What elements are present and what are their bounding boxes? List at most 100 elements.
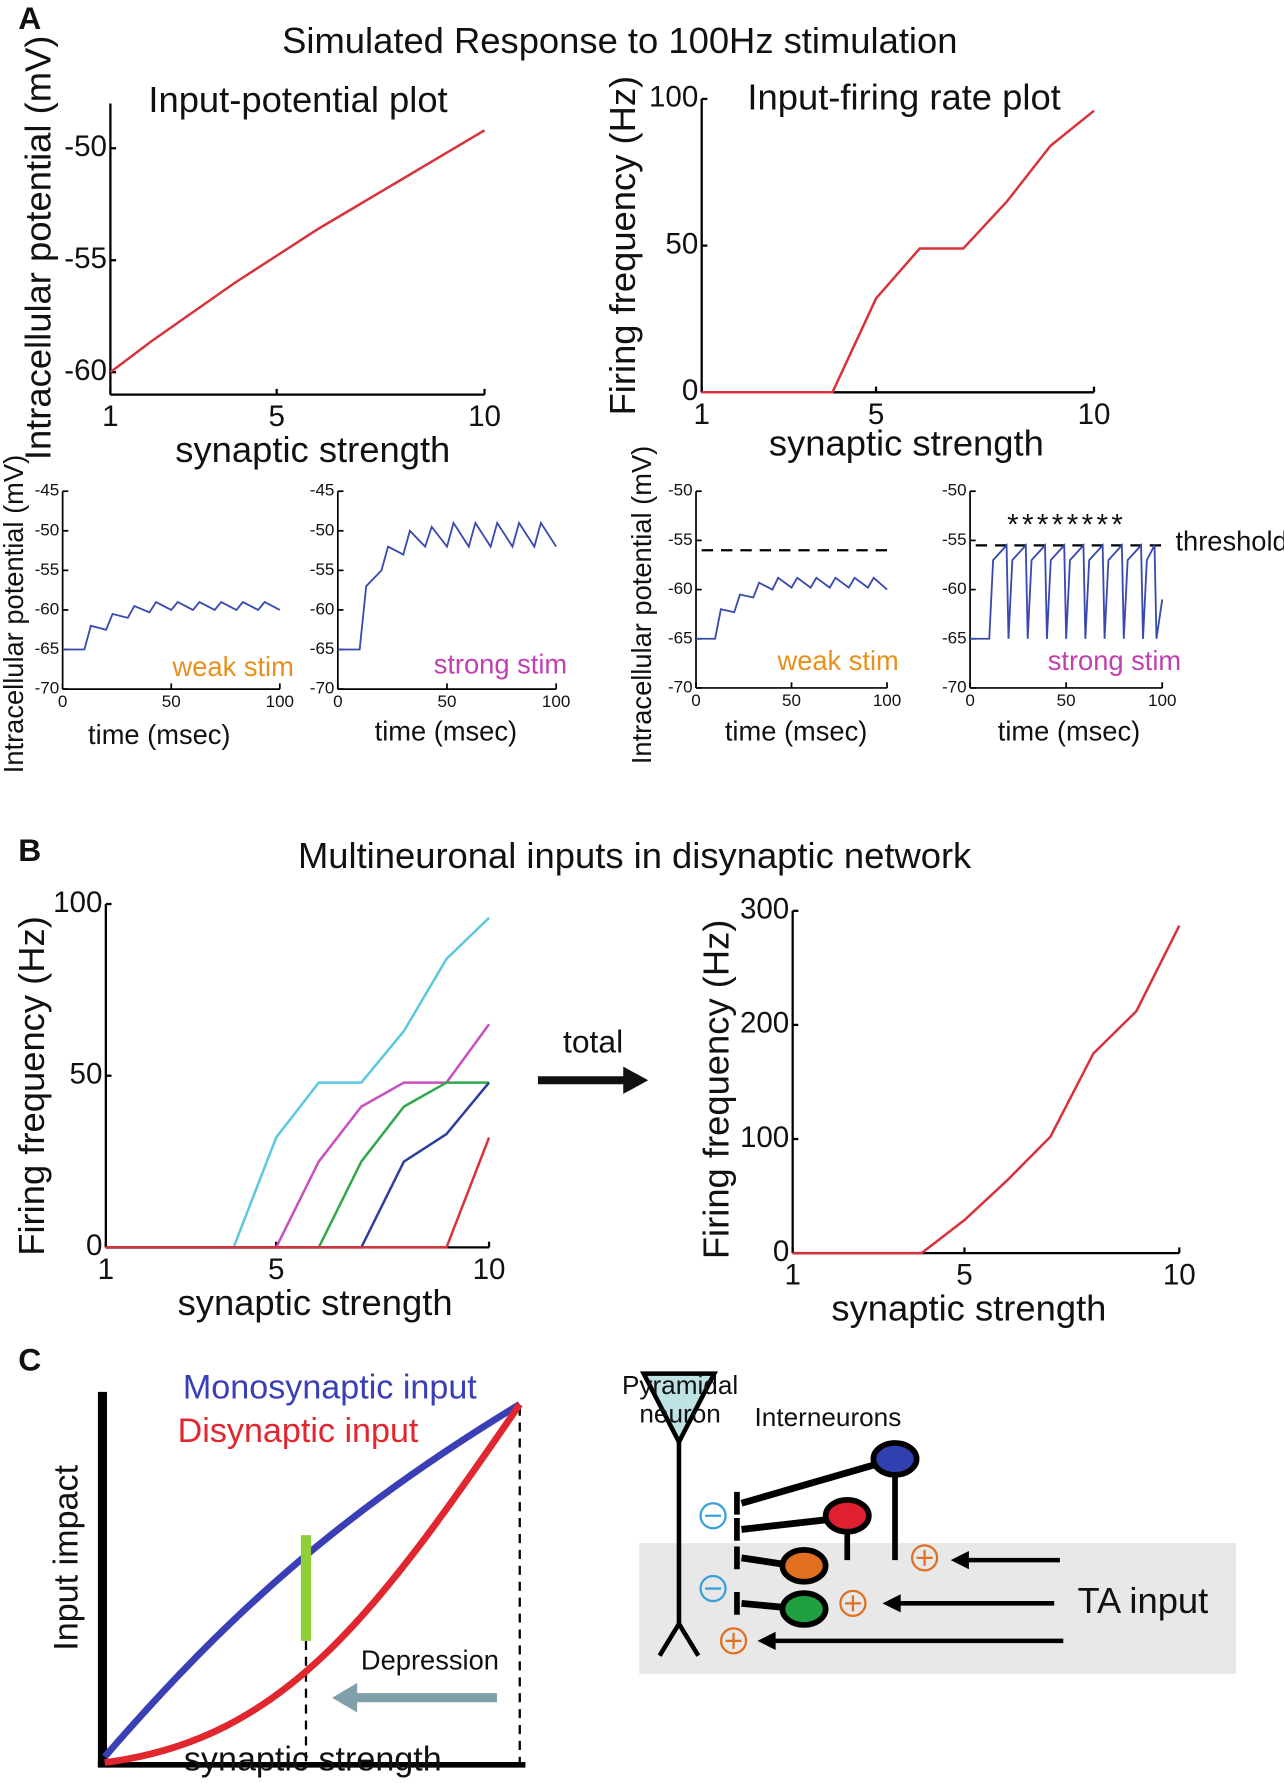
y-axis-label: Intracellular potential (mV) <box>18 36 59 461</box>
stim-label: weak stim <box>172 651 294 682</box>
y-tick-label: -50 <box>942 481 967 500</box>
x-tick-label: 100 <box>873 691 901 710</box>
y-tick-label: -65 <box>668 628 693 647</box>
x-axis-label: synaptic strength <box>831 1288 1106 1329</box>
excitation-sign <box>719 1544 939 1655</box>
data-line <box>701 109 1095 394</box>
data-line <box>109 129 486 374</box>
node-label: neuron <box>639 1399 720 1429</box>
x-tick-label: 10 <box>1078 398 1111 431</box>
y-tick-label: 0 <box>682 374 698 407</box>
x-tick-label: 10 <box>473 1253 506 1286</box>
x-axis-label: time (msec) <box>998 716 1140 747</box>
axon <box>740 1457 888 1613</box>
di-curve <box>104 1402 523 1766</box>
x-tick-label: 0 <box>965 691 974 710</box>
y-axis-label: Firing frequency (Hz) <box>11 916 52 1256</box>
x-axis-label: time (msec) <box>375 716 517 747</box>
y-tick-label: -60 <box>668 579 693 598</box>
data-line <box>970 543 1164 640</box>
y-axis-label: Firing frequency (Hz) <box>602 76 643 416</box>
inhibition-sign <box>699 1502 727 1603</box>
panel-label: A <box>18 0 41 36</box>
stim-label: strong stim <box>1048 645 1181 676</box>
y-tick-label: -50 <box>310 520 335 539</box>
arrow-head <box>757 1551 969 1650</box>
x-tick-label: 5 <box>868 398 884 431</box>
y-tick-label: 100 <box>53 886 102 919</box>
y-tick-label: -65 <box>310 639 335 658</box>
circuit-diagram: Pyramidal neuron Interneurons TA input <box>622 1370 1237 1674</box>
data-line <box>105 1081 491 1249</box>
arrow-label: total <box>563 1023 623 1059</box>
x-axis-label: synaptic strength <box>175 429 450 470</box>
interneuron <box>779 1547 829 1585</box>
arrow-head <box>623 1066 649 1094</box>
y-tick-label: -60 <box>942 579 967 598</box>
data-line <box>105 1081 490 1249</box>
y-tick-label: -55 <box>64 242 107 275</box>
x-tick-label: 1 <box>784 1259 800 1292</box>
x-tick-label: 1 <box>98 1253 114 1286</box>
node-label: Interneurons <box>755 1402 902 1432</box>
y-tick-label: -60 <box>310 599 335 618</box>
y-tick-label: 50 <box>70 1058 103 1091</box>
y-tick-label: -70 <box>310 679 335 698</box>
input-arrow <box>773 1557 1064 1644</box>
y-tick-label: -55 <box>35 560 60 579</box>
interneuron <box>870 1440 920 1478</box>
x-tick-label: 10 <box>1163 1259 1196 1292</box>
y-tick-label: -50 <box>64 130 107 163</box>
y-tick-label: -70 <box>942 677 967 696</box>
y-tick-label: -50 <box>668 481 693 500</box>
pyramidal-soma <box>639 1371 718 1447</box>
node-label: TA input <box>1078 1580 1209 1621</box>
panel-title: Simulated Response to 100Hz stimulation <box>282 20 957 61</box>
y-tick-label: 200 <box>740 1007 789 1040</box>
data-line <box>337 520 557 651</box>
x-axis-label: time (msec) <box>725 716 867 747</box>
x-axis-label: synaptic strength <box>178 1282 453 1323</box>
threshold-label: threshold <box>1175 526 1284 557</box>
x-tick-label: 5 <box>956 1259 972 1292</box>
data-line <box>105 1023 491 1249</box>
y-tick-label: 50 <box>665 227 698 260</box>
data-line <box>62 600 281 651</box>
y-axis-label: Intracellular potential (mV) <box>0 455 29 773</box>
x-tick-label: 5 <box>268 400 284 433</box>
y-axis-label: Firing frequency (Hz) <box>695 920 736 1260</box>
curve-label: Monosynaptic input <box>183 1369 477 1407</box>
y-tick-label: 300 <box>740 893 789 926</box>
x-axis-label: time (msec) <box>88 719 230 750</box>
x-tick-label: 0 <box>691 691 700 710</box>
y-tick-label: -55 <box>310 560 335 579</box>
y-tick-label: 0 <box>773 1235 789 1268</box>
mono-curve <box>102 1401 522 1760</box>
y-tick-label: -50 <box>35 520 60 539</box>
y-tick-label: -70 <box>35 679 60 698</box>
interneuron <box>779 1590 829 1628</box>
axis-label: synaptic strength <box>184 1740 442 1778</box>
arrow-head <box>332 1682 358 1713</box>
x-tick-label: 5 <box>268 1253 284 1286</box>
stim-label: weak stim <box>777 645 899 676</box>
x-tick-label: 1 <box>693 398 709 431</box>
x-tick-label: 10 <box>468 400 501 433</box>
x-tick-label: 50 <box>782 691 801 710</box>
x-tick-label: 0 <box>333 692 342 711</box>
panel-label: C <box>18 1342 41 1378</box>
y-tick-label: -70 <box>668 677 693 696</box>
x-tick-label: 50 <box>162 692 181 711</box>
chart-title: Input-firing rate plot <box>747 77 1060 118</box>
y-tick-label: -55 <box>942 530 967 549</box>
x-tick-label: 0 <box>58 692 67 711</box>
concept-plot: Monosynaptic input Disynaptic input Inpu… <box>47 1369 526 1778</box>
x-tick-label: 1 <box>102 400 118 433</box>
data-line <box>792 925 1181 1255</box>
panel-title: Multineuronal inputs in disynaptic netwo… <box>298 835 972 876</box>
arrow-label: Depression <box>361 1645 499 1676</box>
y-tick-label: -55 <box>668 530 693 549</box>
interneuron <box>822 1497 872 1535</box>
